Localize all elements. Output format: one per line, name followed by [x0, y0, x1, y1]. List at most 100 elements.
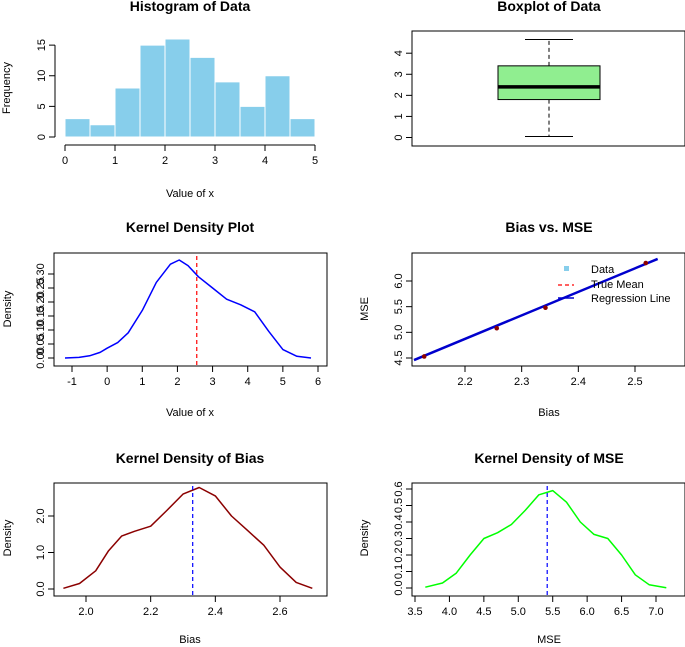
hist-bar — [114, 87, 141, 138]
bias-mse-y-tick-label: 6.0 — [393, 273, 405, 288]
kde-x-tick-label: 5 — [280, 376, 286, 388]
hist-bar — [289, 118, 316, 138]
hist-ylabel: Frequency — [1, 62, 13, 114]
box-y-tick-label: 4 — [393, 50, 405, 56]
kde-bias-title: Kernel Density of Bias — [116, 450, 265, 466]
data-point — [543, 305, 548, 310]
kde-mse-xlabel: MSE — [537, 634, 561, 646]
kde-bias-axes: 2.0 2.2 2.4 2.6 0.0 1.0 2.0 — [35, 508, 288, 618]
box-y-tick-label: 0 — [393, 134, 405, 140]
hist-bar — [64, 118, 91, 138]
legend-mean-label: True Mean — [591, 279, 644, 291]
bias-mse-x-tick-label: 2.5 — [627, 376, 642, 388]
kde-plot — [64, 256, 312, 365]
bias-mse-x-tick-label: 2.2 — [457, 376, 472, 388]
kde-bias-x-tick-label: 2.6 — [272, 606, 287, 618]
kde-mse-axes: 3.5 4.0 4.5 5.0 5.5 6.0 6.5 7.00.00.10.20.30.40… — [393, 481, 664, 618]
kde-mse-y-tick-label: 0.5 — [393, 498, 405, 513]
histogram-panel: Histogram of Data Value of x Frequency 0… — [1, 0, 318, 200]
hist-bar — [214, 81, 241, 138]
data-point — [643, 260, 649, 266]
kde-bias-ylabel: Density — [2, 519, 14, 556]
kde-y-tick-label: 0.05 — [35, 333, 47, 354]
kde-x-tick-label: 1 — [139, 376, 145, 388]
hist-axes: 0 1 2 3 4 5 0 5 10 15 — [36, 39, 318, 167]
kde-mse-panel: Kernel Density of MSE MSE Density 3.5 4.0… — [359, 450, 685, 646]
kde-mse-y-tick-label: 0.2 — [393, 547, 405, 562]
kde-y-tick-label: 0.00 — [35, 347, 47, 368]
kde-mse-y-tick-label: 0.6 — [393, 481, 405, 496]
kde-bias-frame — [53, 482, 328, 597]
bias-mse-axes: 2.2 2.3 2.4 2.5 4.5 5.0 5.5 6.0 — [393, 273, 643, 388]
kde-mse-curve — [425, 489, 667, 589]
kde-x-tick-label: 4 — [245, 376, 251, 388]
bias-mse-frame — [411, 252, 685, 367]
kde-mse-x-tick-label: 7.0 — [648, 606, 663, 618]
legend-regression-label: Regression Line — [591, 293, 671, 305]
bias-mse-y-tick-label: 5.0 — [393, 325, 405, 340]
kde-mse-ylabel: Density — [359, 519, 371, 556]
hist-x-tick-label: 2 — [162, 155, 168, 167]
legend: Data True Mean Regression Line — [558, 264, 671, 305]
legend-data-label: Data — [591, 264, 615, 276]
bias-mse-xlabel: Bias — [538, 407, 560, 419]
bias-mse-x-tick-label: 2.3 — [514, 376, 529, 388]
kde-bias-plot — [63, 486, 313, 595]
kde-bias-panel: Kernel Density of Bias Bias Density 2.0 2… — [2, 450, 328, 646]
bias-mse-y-tick-label: 4.5 — [393, 350, 405, 365]
kde-mse-frame — [411, 482, 685, 597]
kde-bias-y-tick-label: 2.0 — [35, 508, 47, 523]
kde-mse-x-tick-label: 4.5 — [476, 606, 491, 618]
hist-x-tick-label: 0 — [62, 155, 68, 167]
kde-bias-y-tick-label: 1.0 — [35, 545, 47, 560]
kde-mse-y-tick-label: 0.4 — [393, 514, 405, 529]
kde-bias-y-tick-label: 0.0 — [35, 581, 47, 596]
kde-mse-x-tick-label: 6.5 — [614, 606, 629, 618]
kde-bias-curve — [63, 486, 313, 590]
kde-ylabel: Density — [2, 290, 14, 327]
hist-xlabel: Value of x — [166, 188, 215, 200]
hist-bar — [239, 105, 266, 138]
hist-y-tick-label: 10 — [36, 70, 48, 82]
bias-mse-ylabel: MSE — [359, 297, 371, 321]
kde-x-tick-label: 0 — [104, 376, 110, 388]
kde-y-tick-label: 0.20 — [35, 291, 47, 312]
bias-mse-y-tick-label: 5.5 — [393, 299, 405, 314]
box-plot — [497, 39, 601, 137]
data-point — [421, 354, 427, 359]
boxplot-panel: Boxplot of Data 0 1 2 3 4 — [393, 0, 685, 147]
kde-frame — [53, 252, 328, 367]
hist-title: Histogram of Data — [130, 0, 251, 14]
kde-mse-x-tick-label: 5.5 — [545, 606, 560, 618]
hist-bar — [139, 44, 166, 138]
kde-x-tick-label: -1 — [67, 376, 77, 388]
kde-bias-x-tick-label: 2.0 — [78, 606, 93, 618]
hist-y-tick-label: 5 — [36, 103, 48, 109]
kde-panel: Kernel Density Plot Value of x Density -… — [2, 219, 328, 419]
legend-data-marker — [564, 266, 569, 271]
box-y-tick-label: 2 — [393, 92, 405, 98]
kde-curve — [64, 259, 312, 359]
hist-y-tick-label: 15 — [36, 39, 48, 51]
hist-x-tick-label: 5 — [312, 155, 318, 167]
box-title: Boxplot of Data — [497, 0, 601, 14]
hist-x-tick-label: 3 — [212, 155, 218, 167]
regression-line — [413, 257, 659, 362]
kde-xlabel: Value of x — [166, 407, 215, 419]
box-y-tick-label: 3 — [393, 71, 405, 77]
box-iqr — [497, 65, 601, 101]
box-axes: 0 1 2 3 4 — [393, 50, 413, 141]
kde-x-tick-label: 3 — [210, 376, 216, 388]
kde-mse-title: Kernel Density of MSE — [474, 450, 623, 466]
hist-x-tick-label: 4 — [262, 155, 268, 167]
kde-y-tick-label: 0.15 — [35, 305, 47, 326]
hist-y-tick-label: 0 — [36, 134, 48, 140]
kde-bias-x-tick-label: 2.2 — [143, 606, 158, 618]
hist-bars — [64, 38, 316, 138]
kde-axes: -1 0 1 2 3 4 5 6 0.000.050.100.150.200.250.30 — [35, 263, 321, 388]
hist-bar — [164, 38, 191, 138]
kde-mse-x-tick-label: 6.0 — [579, 606, 594, 618]
kde-mse-x-tick-label: 3.5 — [407, 606, 422, 618]
kde-mse-y-tick-label: 0.0 — [393, 580, 405, 595]
